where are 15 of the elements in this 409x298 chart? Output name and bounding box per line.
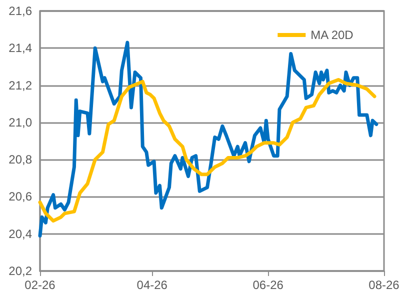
x-tick-label: 02-26 — [24, 278, 56, 292]
x-tick-label: 04-26 — [136, 278, 168, 292]
y-tick-label: 20,4 — [8, 226, 32, 241]
y-tick-label: 21,2 — [8, 78, 32, 92]
line-series — [38, 78, 376, 223]
y-tick-label: 20,6 — [8, 190, 32, 204]
x-tick-label: 08-26 — [368, 278, 400, 292]
legend-label: MA 20D — [310, 28, 354, 42]
y-tick-label: 20,2 — [8, 264, 32, 278]
y-tick-label: 20,8 — [8, 152, 32, 167]
y-tick-label: 21,4 — [8, 41, 32, 56]
x-tick-label: 06-26 — [252, 278, 284, 292]
y-tick-label: 21,6 — [8, 4, 32, 18]
y-tick-label: 21,0 — [8, 115, 32, 130]
line-series — [38, 40, 378, 238]
